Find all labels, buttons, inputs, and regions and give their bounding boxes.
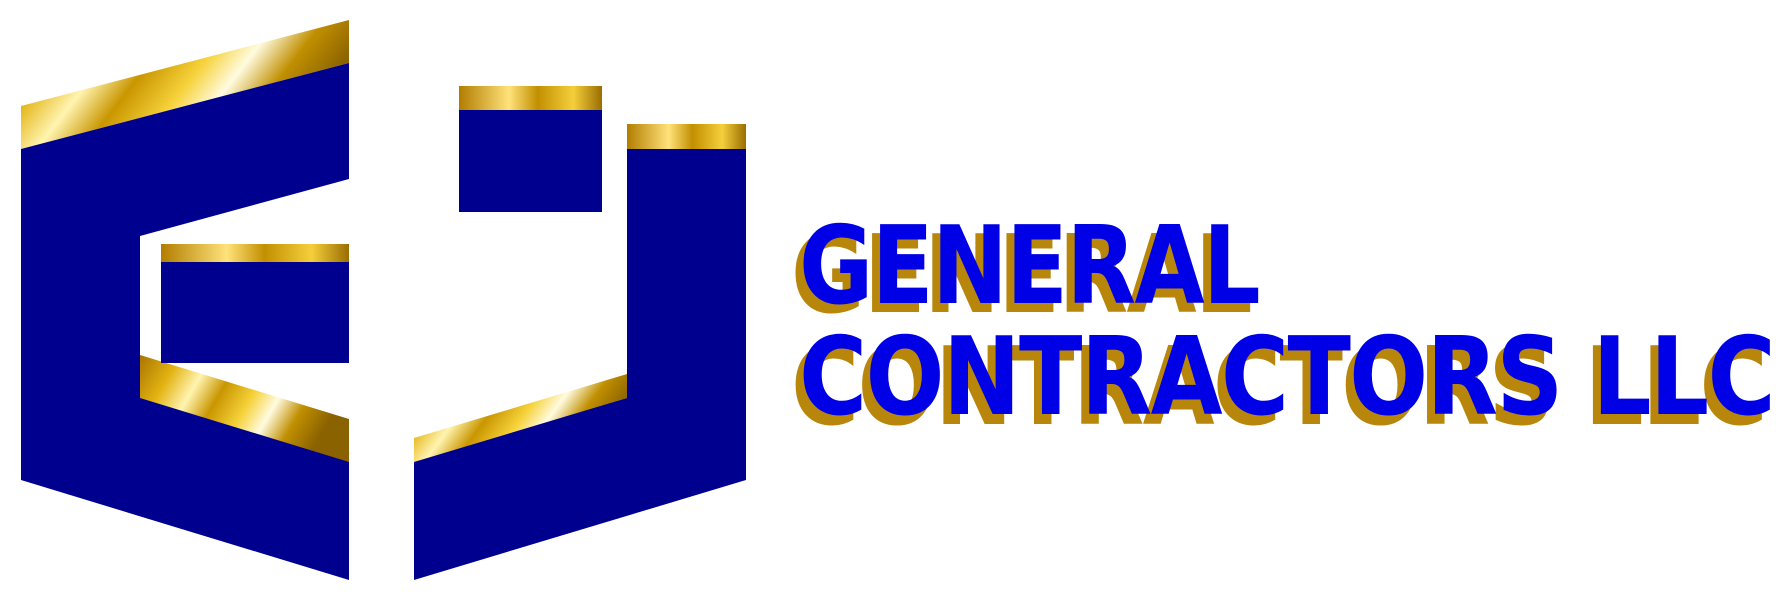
wordmark-line2-group: CONTRACTORS LLC CONTRACTORS LLC [791, 315, 1776, 450]
logo-right-navy-body [414, 149, 746, 580]
logo-inner-gold-strip [161, 244, 349, 262]
logo-center-gold-cap [459, 86, 602, 110]
logo-right-lower-gold-band [414, 374, 627, 462]
wordmark-line2-shadow: CONTRACTORS LLC [791, 325, 1766, 450]
logo-right-gold-cap [627, 124, 746, 149]
logo-inner-navy-bar [161, 262, 349, 363]
logo-left-lower-gold-band [140, 355, 349, 462]
wordmark-line2: CONTRACTORS LLC [799, 315, 1774, 440]
logo-center-navy-block [459, 110, 602, 212]
wordmark-line1-shadow: GENERAL [791, 213, 1251, 338]
logo-left-navy-body [21, 63, 349, 580]
gc-logo-mark [21, 20, 746, 580]
logo-left-top-gold-band [21, 20, 349, 149]
wordmark-line1: GENERAL [799, 204, 1259, 329]
wordmark-line1-group: GENERAL GENERAL [791, 204, 1261, 338]
